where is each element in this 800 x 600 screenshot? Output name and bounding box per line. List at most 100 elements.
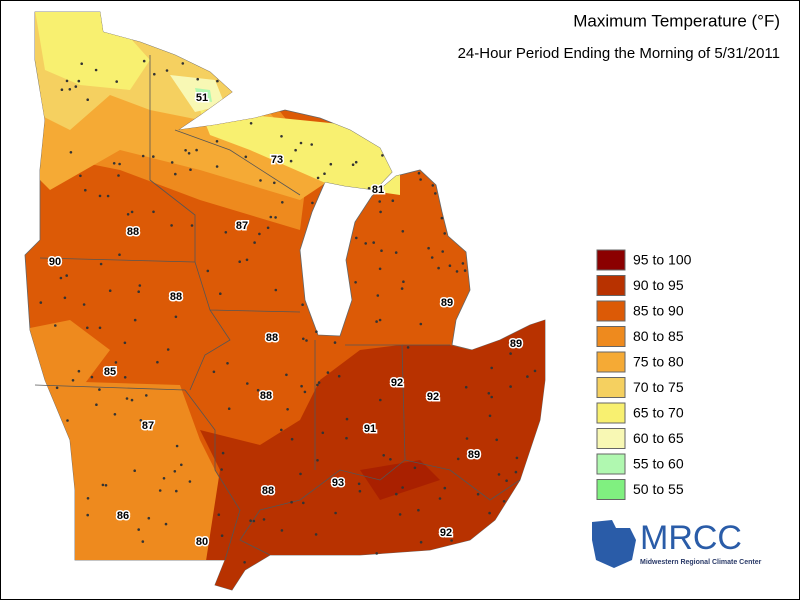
station-dot <box>355 236 358 240</box>
station-dot <box>165 69 169 72</box>
station-dot <box>469 455 473 459</box>
station-dot <box>195 148 198 152</box>
station-dot <box>60 88 64 91</box>
station-dot <box>55 386 59 390</box>
station-dot <box>137 528 140 531</box>
station-dot <box>86 497 90 500</box>
state-borders <box>34 55 521 561</box>
station-dot <box>400 287 404 290</box>
station-dot <box>139 419 143 422</box>
station-dot <box>441 250 445 253</box>
station-label: 93 <box>332 477 344 489</box>
station-dot <box>54 324 57 327</box>
station-dot <box>455 270 459 273</box>
station-dot <box>125 397 129 400</box>
station-dot <box>515 456 519 460</box>
logo-caption: Midwestern Regional Climate Center <box>640 559 762 566</box>
station-dot <box>351 163 355 166</box>
station-dot <box>326 371 330 374</box>
station-dot <box>357 482 361 486</box>
station-dot <box>84 188 87 192</box>
state-border <box>184 389 241 561</box>
station-dot <box>438 497 442 500</box>
station-dot <box>281 201 284 204</box>
station-dot <box>174 315 178 319</box>
station-dot <box>80 62 83 65</box>
station-dot <box>280 529 284 532</box>
station-dot <box>86 98 89 101</box>
station-dot <box>497 473 501 476</box>
station-dot <box>289 159 293 163</box>
station-dot <box>419 178 422 181</box>
station-dot <box>153 72 156 76</box>
station-dot <box>216 79 219 83</box>
station-dot <box>158 489 162 492</box>
station-dot <box>514 470 518 474</box>
station-dot <box>379 398 382 402</box>
station-dot <box>246 382 249 385</box>
station-dot <box>130 398 134 402</box>
station-dot <box>294 148 297 152</box>
station-label: 86 <box>117 510 129 522</box>
station-label: 92 <box>391 377 403 389</box>
station-dot <box>303 390 307 394</box>
station-dot <box>379 210 382 214</box>
station-dot <box>106 194 110 198</box>
station-dot <box>141 154 145 158</box>
station-dot <box>224 231 228 234</box>
station-dot <box>219 292 222 296</box>
station-dot <box>316 459 319 462</box>
station-dot <box>285 373 288 377</box>
station-dot <box>112 162 116 165</box>
station-dot <box>395 492 398 496</box>
station-dot <box>252 519 256 523</box>
station-dot <box>126 213 130 216</box>
station-dot <box>115 80 118 83</box>
station-labels: 51 73 81 88 87 90 88 89 88 85 92 89 92 91 87 88 93 89 88 86… <box>47 90 523 549</box>
station-dot <box>378 318 382 322</box>
station-dot <box>476 492 480 496</box>
station-dot <box>173 470 177 473</box>
station-dot <box>63 296 67 300</box>
zone <box>360 460 440 500</box>
station-dot <box>118 253 121 256</box>
station-dot <box>290 437 294 441</box>
station-dot <box>133 469 136 473</box>
station-label: 80 <box>196 536 208 548</box>
station-dot <box>509 385 512 388</box>
legend-label: 90 to 95 <box>633 277 684 293</box>
station-dot <box>101 483 105 487</box>
station-dot <box>419 322 423 326</box>
station-dot <box>526 375 529 378</box>
station-dot <box>175 444 179 448</box>
station-label: 51 <box>196 92 208 104</box>
station-dot <box>490 366 494 370</box>
station-dot <box>367 187 371 190</box>
station-dot <box>440 216 444 220</box>
station-dot <box>488 414 492 418</box>
station-dot <box>190 224 194 227</box>
station-dot <box>280 135 283 138</box>
station-dot <box>375 320 378 323</box>
station-dot <box>90 375 94 379</box>
station-dot <box>378 267 382 271</box>
station-dot <box>162 477 166 480</box>
station-dot <box>354 281 357 284</box>
legend-label: 85 to 90 <box>633 303 684 319</box>
station-dot <box>273 181 276 185</box>
station-dot <box>253 241 256 244</box>
legend-label: 60 to 65 <box>633 430 684 446</box>
station-dot <box>402 280 405 284</box>
station-dot <box>333 341 337 344</box>
station-dot <box>86 513 89 517</box>
station-dot <box>443 232 447 235</box>
station-dot <box>266 226 270 230</box>
station-dot <box>66 419 69 422</box>
station-label: 92 <box>440 527 452 539</box>
station-dot <box>170 161 174 164</box>
station-dot <box>79 174 82 178</box>
station-dot <box>401 230 405 233</box>
station-dot <box>94 68 98 72</box>
station-dot <box>381 154 384 157</box>
station-dot <box>419 540 423 544</box>
